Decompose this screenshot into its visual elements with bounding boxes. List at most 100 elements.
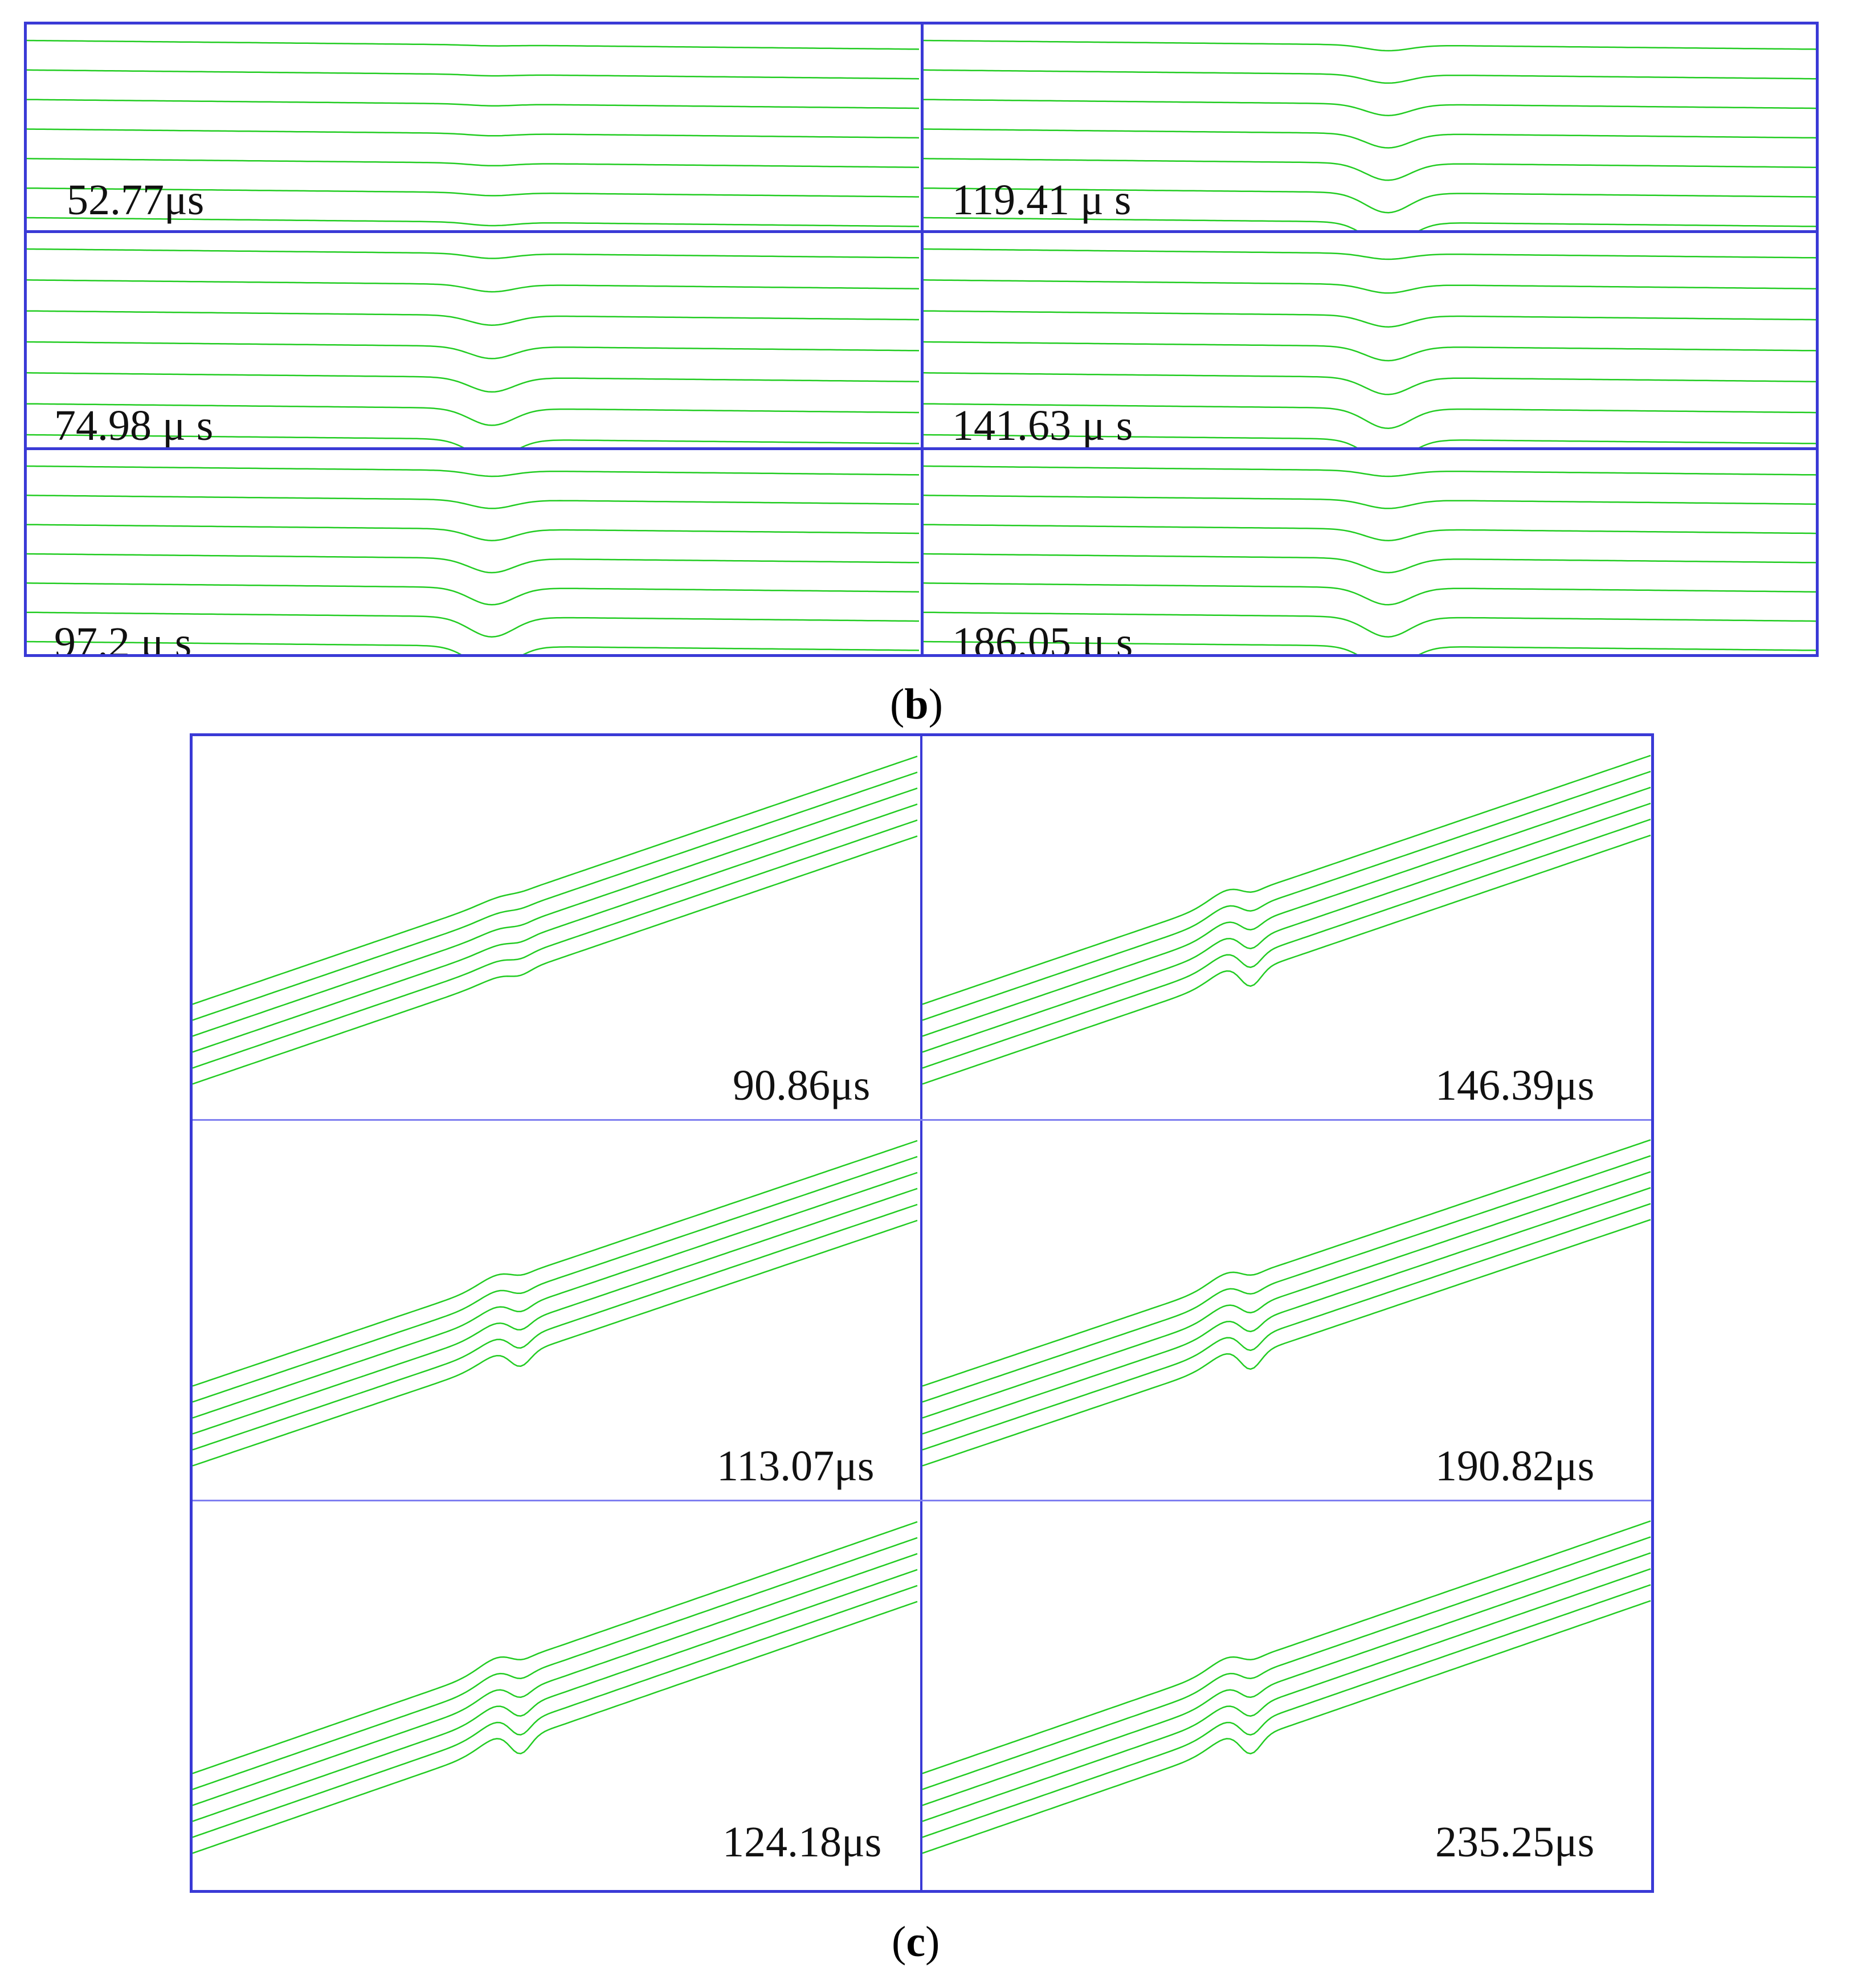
trace-line (193, 803, 918, 1053)
trace-line (924, 310, 1816, 328)
figure-c-traces-4 (922, 1139, 1651, 1467)
figure-b-traces-2 (924, 39, 1816, 230)
figure-b-panel-3: 74.98 μ s (27, 233, 921, 447)
trace-line (27, 69, 920, 80)
trace-line (924, 372, 1816, 395)
trace-line (924, 69, 1816, 84)
trace-line (193, 1140, 918, 1387)
trace-line (922, 1203, 1651, 1451)
figure-b-divider-h2 (27, 447, 1816, 450)
trace-line (924, 582, 1816, 606)
trace-line (27, 403, 919, 426)
trace-line (924, 158, 1816, 181)
trace-line (193, 756, 918, 1005)
trace-line (27, 434, 920, 447)
figure-c-traces-2 (922, 754, 1651, 1085)
figure-c-divider-h2 (193, 1500, 1651, 1501)
trace-line (27, 495, 920, 509)
trace-line (922, 1552, 1651, 1806)
figure-c-traces-5 (193, 1521, 918, 1854)
trace-line (193, 1171, 918, 1419)
figure-c-divider-h1 (193, 1119, 1651, 1121)
trace-line (922, 1139, 1651, 1387)
figure-b-traces-6 (924, 465, 1816, 654)
trace-line (922, 1584, 1651, 1838)
trace-line (27, 341, 920, 360)
trace-line (924, 553, 1816, 574)
figure-c-panel-6: 235.25μs (922, 1501, 1651, 1890)
figure-b-panel-2: 119.41 μ s (924, 25, 1816, 230)
figure-b-panel-1: 52.77μs (27, 25, 921, 230)
trace-line (193, 787, 918, 1037)
trace-line (27, 582, 920, 606)
figure-b-traces-3 (27, 248, 920, 447)
trace-line (27, 158, 920, 168)
trace-line (27, 640, 920, 654)
figure-b-caption: (b) (890, 680, 943, 728)
figure-c-caption: (c) (892, 1918, 940, 1966)
trace-line (924, 434, 1816, 447)
trace-line (922, 802, 1651, 1053)
trace-line (922, 834, 1651, 1085)
figure-b-grid: 52.77μs 119.41 μ s 74.98 μ s 141.63 μ s … (24, 22, 1819, 657)
trace-line (922, 1536, 1651, 1790)
trace-line (924, 640, 1816, 654)
trace-line (924, 465, 1816, 477)
figure-b-divider-vertical (921, 25, 924, 654)
trace-line (27, 465, 920, 477)
trace-line (27, 372, 920, 393)
trace-line (27, 524, 919, 541)
trace-line (924, 611, 1816, 638)
figure-c-time-label-5: 124.18μs (722, 1818, 882, 1866)
trace-line (193, 1601, 918, 1854)
trace-line (193, 1553, 918, 1806)
figure-c-time-label-1: 90.86μs (733, 1062, 871, 1109)
figure-c-grid: 90.86μs 146.39μs 113.07μs 190.82μs 124.1… (190, 733, 1654, 1893)
figure-b-time-label-4: 141.63 μ s (952, 402, 1133, 447)
trace-line (922, 1219, 1651, 1467)
figure-b-traces-4 (924, 248, 1816, 447)
trace-line (27, 553, 920, 574)
trace-line (193, 835, 918, 1085)
trace-line (924, 39, 1816, 52)
trace-line (193, 819, 918, 1069)
figure-c-time-label-3: 113.07μs (717, 1442, 875, 1490)
figure-b-panel-6: 186.05 μ s (924, 450, 1816, 654)
trace-line (193, 1537, 918, 1790)
figure-b-traces-5 (27, 465, 920, 654)
trace-line (27, 99, 919, 109)
trace-line (922, 818, 1651, 1069)
figure-c-time-label-4: 190.82μs (1435, 1442, 1595, 1490)
trace-line (922, 1568, 1651, 1822)
trace-line (922, 770, 1651, 1021)
trace-line (922, 1171, 1651, 1419)
figure-c-panel-5: 124.18μs (193, 1501, 920, 1890)
figure-c-panel-4: 190.82μs (922, 1121, 1651, 1500)
trace-line (27, 611, 919, 638)
trace-line (193, 1187, 918, 1435)
trace-line (27, 187, 919, 198)
figure-c-traces-1 (193, 756, 918, 1085)
trace-line (193, 1569, 918, 1822)
figure-b-time-label-5: 97.2 μ s (54, 619, 192, 654)
figure-b-time-label-1: 52.77μs (67, 176, 205, 224)
figure-c-time-label-6: 235.25μs (1435, 1818, 1595, 1866)
figure-c-traces-3 (193, 1140, 918, 1467)
trace-line (193, 1585, 918, 1838)
figure-c-traces-6 (922, 1520, 1651, 1854)
figure-b-divider-h1 (27, 230, 1816, 233)
trace-line (27, 128, 920, 139)
trace-line (922, 1520, 1651, 1774)
figure-c-panel-1: 90.86μs (193, 736, 920, 1119)
trace-line (924, 187, 1816, 214)
figure-c-divider-vertical (920, 736, 922, 1890)
figure-b-time-label-6: 186.05 μ s (952, 619, 1133, 654)
trace-line (924, 341, 1816, 362)
trace-line (27, 39, 920, 50)
trace-line (193, 1203, 918, 1451)
figure-b-time-label-2: 119.41 μ s (952, 176, 1132, 224)
trace-line (924, 524, 1816, 541)
trace-line (924, 403, 1816, 429)
trace-line (27, 279, 920, 293)
trace-line (193, 1156, 918, 1403)
